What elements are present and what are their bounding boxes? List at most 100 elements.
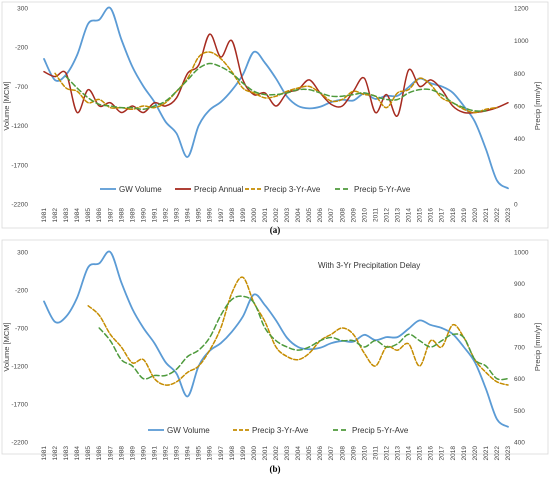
x-tick-label: 1982: [52, 446, 59, 461]
x-tick-label: 2004: [295, 446, 302, 461]
y-right-tick-label: 600: [514, 376, 525, 383]
x-tick-label: 1996: [207, 446, 214, 461]
x-tick-label: 2015: [417, 208, 424, 223]
y-left-tick-label: -1700: [11, 402, 28, 409]
x-tick-label: 1982: [52, 208, 59, 223]
y-left-tick-label: -200: [15, 288, 28, 295]
x-tick-label: 2013: [395, 446, 402, 461]
x-tick-label: 2008: [339, 446, 346, 461]
x-tick-label: 2005: [306, 446, 313, 461]
x-tick-label: 2003: [284, 446, 291, 461]
x-tick-label: 2009: [350, 446, 357, 461]
y-left-tick-label: -2200: [11, 202, 28, 209]
x-tick-label: 2022: [494, 446, 501, 461]
series-line-precip-5-yr-ave: [98, 295, 509, 381]
x-tick-label: 2015: [417, 446, 424, 461]
y-right-tick-label: 700: [514, 345, 525, 352]
y-left-tick-label: 300: [17, 6, 28, 13]
legend-label: Precip Annual: [194, 185, 244, 194]
legend-label: GW Volume: [167, 426, 210, 435]
x-tick-label: 2004: [295, 208, 302, 223]
x-tick-label: 2023: [505, 208, 512, 223]
x-tick-label: 2020: [472, 208, 479, 223]
series-line-precip-3-yr-ave: [87, 276, 509, 386]
x-tick-label: 2013: [395, 208, 402, 223]
x-tick-label: 1997: [218, 208, 225, 223]
x-tick-label: 1988: [118, 446, 125, 461]
y-right-axis-label: Precip [mm/yr]: [533, 82, 542, 130]
y-right-tick-label: 500: [514, 408, 525, 415]
y-left-axis-label: Volume [MCM]: [2, 81, 11, 130]
x-tick-label: 1990: [140, 446, 147, 461]
y-right-tick-label: 0: [514, 202, 518, 209]
x-tick-label: 2014: [406, 208, 413, 223]
x-tick-label: 2018: [450, 446, 457, 461]
x-tick-label: 1986: [96, 446, 103, 461]
y-left-tick-label: -200: [15, 45, 28, 52]
x-tick-label: 2002: [273, 446, 280, 461]
x-tick-label: 2017: [439, 446, 446, 461]
x-tick-label: 1985: [85, 446, 92, 461]
x-tick-label: 2019: [461, 446, 468, 461]
x-tick-label: 2007: [328, 208, 335, 223]
x-tick-label: 1983: [63, 208, 70, 223]
chart-panel-a: 300 -200 -700 -1200 -1700 -2200 1200 1000 800 600…: [1, 1, 549, 235]
legend-label: Precip 5-Yr-Ave: [352, 426, 409, 435]
series-line-precip-5-yr-ave: [65, 62, 487, 112]
x-tick-label: 2000: [251, 208, 258, 223]
y-right-tick-label: 200: [514, 169, 525, 176]
x-tick-label: 2006: [317, 446, 324, 461]
panel-caption: (a): [270, 225, 281, 235]
x-tick-label: 1987: [107, 446, 114, 461]
x-tick-label: 1981: [41, 208, 48, 223]
legend-label: Precip 5-Yr-Ave: [354, 185, 411, 194]
y-right-tick-label: 600: [514, 104, 525, 111]
y-left-tick-label: -700: [15, 84, 28, 91]
legend-label: GW Volume: [119, 185, 162, 194]
x-tick-label: 1992: [163, 208, 170, 223]
legend-item: Precip 3-Yr-Ave: [233, 426, 309, 435]
x-tick-label: 1989: [129, 446, 136, 461]
x-tick-label: 1996: [207, 208, 214, 223]
x-tick-label: 2007: [328, 446, 335, 461]
x-tick-label: 2011: [372, 208, 379, 222]
y-right-tick-label: 400: [514, 136, 525, 143]
y-left-tick-label: 300: [17, 250, 28, 257]
x-tick-label: 2020: [472, 446, 479, 461]
x-tick-label: 1999: [240, 208, 247, 223]
x-tick-label: 2011: [372, 446, 379, 460]
panel-border: [1, 239, 549, 455]
chart-panel-b: 300 -200 -700 -1200 -1700 -2200 1000 900 800 700 6…: [1, 239, 549, 474]
x-tick-label: 2005: [306, 208, 313, 223]
x-tick-label: 2023: [505, 446, 512, 461]
x-tick-label: 2012: [383, 208, 390, 223]
chart-annotation: With 3-Yr Precipitation Delay: [318, 261, 420, 270]
x-tick-label: 1998: [229, 446, 236, 461]
x-tick-label: 1989: [129, 208, 136, 223]
x-tick-label: 1995: [196, 446, 203, 461]
x-tick-label: 2010: [361, 446, 368, 461]
x-tick-label: 1997: [218, 446, 225, 461]
x-tick-label: 1999: [240, 446, 247, 461]
x-tick-label: 1991: [151, 208, 158, 223]
x-tick-label: 1984: [74, 446, 81, 461]
x-tick-label: 1985: [85, 208, 92, 223]
y-right-tick-label: 1000: [514, 250, 529, 257]
y-left-tick-label: -700: [15, 326, 28, 333]
x-tick-label: 2008: [339, 208, 346, 223]
series-line-gw-volume: [43, 250, 509, 428]
legend-label: Precip 3-Yr-Ave: [264, 185, 321, 194]
x-tick-label: 2021: [483, 208, 490, 223]
legend-item: Precip Annual: [175, 185, 244, 194]
panel-caption: (b): [270, 464, 281, 474]
x-tick-label: 1987: [107, 208, 114, 223]
series-line-precip-annual: [43, 33, 509, 117]
y-right-tick-label: 800: [514, 71, 525, 78]
x-tick-label: 2006: [317, 208, 324, 223]
x-tick-label: 2022: [494, 208, 501, 223]
y-right-tick-label: 400: [514, 440, 525, 447]
y-right-axis-label: Precip [mm/yr]: [533, 323, 542, 371]
x-tick-label: 2019: [461, 208, 468, 223]
y-left-axis-label: Volume [MCM]: [2, 322, 11, 371]
